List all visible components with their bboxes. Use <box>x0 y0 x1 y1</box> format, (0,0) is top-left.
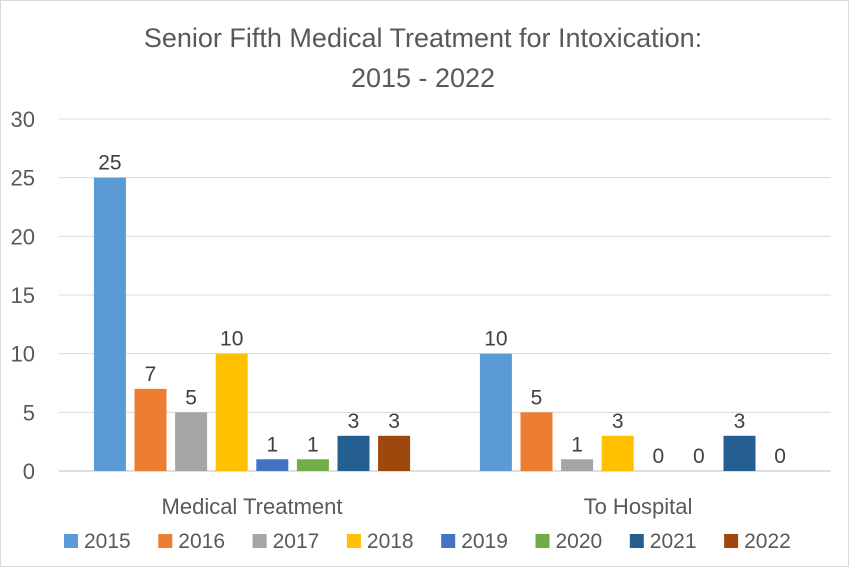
legend-label: 2018 <box>367 530 414 553</box>
legend-label: 2016 <box>178 530 225 553</box>
data-labels: 25 7 5 10 1 1 3 3 10 5 1 3 0 0 3 0 <box>98 152 786 468</box>
bar-2017 <box>175 412 208 471</box>
bar-2021 <box>337 435 370 471</box>
legend-swatch-2020 <box>535 534 550 548</box>
legend-label: 2015 <box>84 530 131 553</box>
data-label: 10 <box>484 328 507 351</box>
chart-title-line-2: 2015 - 2022 <box>351 63 495 93</box>
category-label: To Hospital <box>584 494 693 519</box>
data-label: 0 <box>774 445 786 468</box>
bar-2016 <box>520 412 553 471</box>
legend-swatch-2015 <box>64 534 78 548</box>
y-tick-label: 25 <box>11 166 35 191</box>
data-label: 5 <box>531 386 543 409</box>
bar-2015 <box>479 353 512 471</box>
bars <box>93 177 756 471</box>
data-label: 0 <box>652 445 664 468</box>
y-tick-label: 0 <box>23 459 35 484</box>
bar-2021 <box>723 435 756 471</box>
category-label: Medical Treatment <box>162 494 343 519</box>
legend-swatch-2016 <box>158 534 173 548</box>
y-tick-label: 10 <box>11 342 35 367</box>
data-label: 3 <box>612 410 624 433</box>
data-label: 10 <box>220 328 243 351</box>
bar-2018 <box>601 435 634 471</box>
bar-2017 <box>561 459 594 471</box>
legend-swatch-2017 <box>252 534 267 548</box>
data-label: 3 <box>348 410 360 433</box>
bar-2015 <box>93 177 126 471</box>
bar-2019 <box>256 459 289 471</box>
x-axis-category-labels: Medical Treatment To Hospital <box>162 494 693 519</box>
legend-swatch-2021 <box>629 534 644 548</box>
y-tick-label: 15 <box>11 283 35 308</box>
data-label: 3 <box>734 410 746 433</box>
data-label: 5 <box>185 386 197 409</box>
data-label: 25 <box>98 152 121 175</box>
legend-label: 2021 <box>650 530 697 553</box>
legend: 2015 2016 2017 2018 2019 2020 2021 2022 <box>64 530 791 553</box>
y-tick-label: 5 <box>23 400 35 425</box>
legend-swatch-2019 <box>441 534 456 548</box>
bar-2016 <box>134 388 167 471</box>
legend-label: 2022 <box>744 530 791 553</box>
chart-title-line-1: Senior Fifth Medical Treatment for Intox… <box>144 23 702 53</box>
bar-2020 <box>296 459 329 471</box>
gridlines <box>59 118 831 472</box>
data-label: 1 <box>571 433 583 456</box>
legend-swatch-2018 <box>346 534 361 548</box>
data-label: 3 <box>388 410 400 433</box>
bar-2022 <box>378 435 411 471</box>
legend-label: 2017 <box>273 530 320 553</box>
data-label: 7 <box>145 363 157 386</box>
legend-label: 2020 <box>556 530 603 553</box>
legend-label: 2019 <box>461 530 508 553</box>
data-label: 0 <box>693 445 705 468</box>
y-tick-label: 20 <box>11 224 35 249</box>
y-tick-label: 30 <box>11 107 35 132</box>
data-label: 1 <box>307 433 319 456</box>
data-label: 1 <box>266 433 278 456</box>
y-axis-tick-labels: 0 5 10 15 20 25 30 <box>11 107 35 484</box>
bar-2018 <box>215 353 248 471</box>
legend-swatch-2022 <box>724 534 739 548</box>
